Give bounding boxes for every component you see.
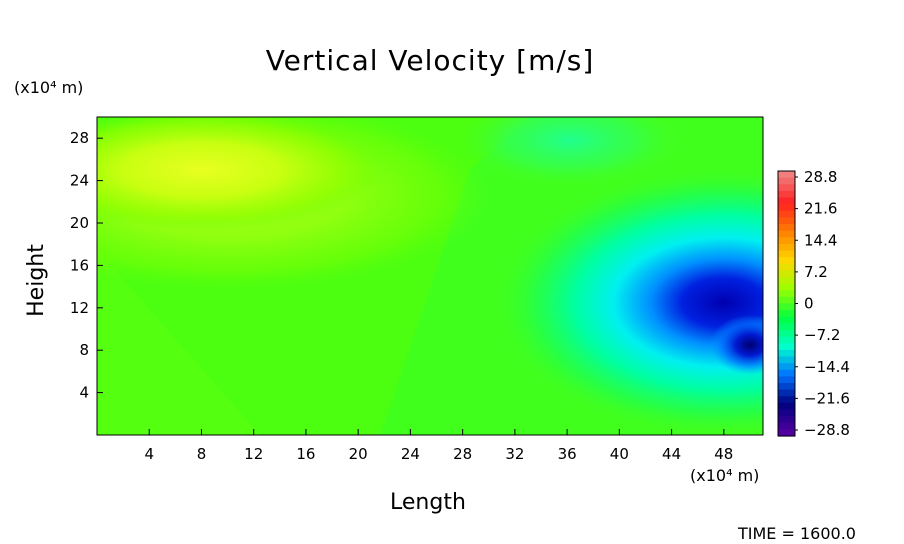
y-tick-label: 20 bbox=[70, 214, 89, 232]
chart-title: Vertical Velocity [m/s] bbox=[265, 44, 595, 77]
y-tick-label: 16 bbox=[70, 256, 89, 274]
colorbar-label: 28.8 bbox=[804, 168, 837, 186]
y-axis-unit: (x10⁴ m) bbox=[14, 78, 84, 97]
feature-min bbox=[493, 167, 763, 435]
colorbar-swatch bbox=[778, 190, 795, 199]
x-tick-label: 44 bbox=[662, 445, 681, 463]
colorbar-label: 21.6 bbox=[804, 200, 837, 218]
colorbar-label: 7.2 bbox=[804, 263, 828, 281]
x-tick-label: 28 bbox=[453, 445, 472, 463]
colorbar-label: 0 bbox=[804, 295, 814, 313]
colorbar-label: 14.4 bbox=[804, 231, 837, 249]
x-tick-label: 4 bbox=[144, 445, 154, 463]
x-tick-label: 40 bbox=[610, 445, 629, 463]
colorbar-swatch bbox=[778, 217, 795, 225]
x-axis-unit: (x10⁴ m) bbox=[690, 466, 760, 485]
colorbar-label: −14.4 bbox=[804, 358, 850, 376]
colorbar-swatch bbox=[778, 343, 795, 351]
colorbar-swatch bbox=[778, 230, 795, 238]
colorbar-swatch bbox=[778, 296, 795, 305]
x-axis-label: Length bbox=[390, 490, 466, 515]
x-tick-label: 32 bbox=[505, 445, 524, 463]
feature-min-secondary bbox=[709, 314, 763, 375]
colorbar-swatch bbox=[778, 369, 795, 377]
field-layer bbox=[97, 117, 763, 435]
colorbar-swatch bbox=[778, 409, 795, 417]
colorbar-swatch bbox=[778, 336, 795, 344]
y-tick-label: 8 bbox=[79, 341, 89, 359]
colorbar-swatch bbox=[778, 349, 795, 358]
y-tick-label: 12 bbox=[70, 299, 89, 317]
plot-frame bbox=[96, 116, 764, 436]
colorbar-swatch bbox=[778, 422, 795, 430]
colorbar-swatch bbox=[778, 250, 795, 258]
feature-max bbox=[97, 117, 382, 230]
colorbar-label: −21.6 bbox=[804, 389, 850, 407]
colorbar-swatch bbox=[778, 177, 795, 185]
colorbar-swatch bbox=[778, 396, 795, 404]
colorbar-swatch bbox=[778, 263, 795, 271]
colorbar-swatch bbox=[778, 323, 795, 331]
colorbar-label: −28.8 bbox=[804, 421, 850, 439]
x-tick-label: 24 bbox=[401, 445, 420, 463]
colorbar-swatch bbox=[778, 376, 795, 384]
y-ticks: 4 8 12 16 20 24 28 bbox=[70, 129, 103, 402]
colorbar-swatch bbox=[778, 389, 795, 397]
colorbar-swatch bbox=[778, 237, 795, 245]
colorbar-swatch bbox=[778, 429, 795, 437]
colorbar-swatch bbox=[778, 363, 795, 371]
colorbar-swatch bbox=[778, 356, 795, 364]
colorbar-swatch bbox=[778, 330, 795, 338]
x-tick-label: 36 bbox=[558, 445, 577, 463]
x-tick-label: 20 bbox=[349, 445, 368, 463]
colorbar-swatch bbox=[778, 204, 795, 212]
colorbar-swatch bbox=[778, 383, 795, 391]
colorbar-swatch bbox=[778, 210, 795, 218]
colorbar-swatch bbox=[778, 224, 795, 232]
colorbar-swatch bbox=[778, 416, 795, 424]
time-label: TIME = 1600.0 bbox=[738, 524, 856, 543]
colorbar-swatch bbox=[778, 402, 795, 411]
y-tick-label: 28 bbox=[70, 129, 89, 147]
x-tick-label: 16 bbox=[296, 445, 315, 463]
colorbar-swatch bbox=[778, 270, 795, 278]
colorbar-swatch bbox=[778, 310, 795, 318]
colorbar: 28.8 21.6 14.4 7.2 0 −7.2 −14.4 −21.6 −28.8 bbox=[777, 168, 850, 439]
x-tick-label: 48 bbox=[714, 445, 733, 463]
colorbar-swatch bbox=[778, 184, 795, 192]
colorbar-swatch bbox=[778, 277, 795, 285]
colorbar-swatch bbox=[778, 257, 795, 265]
colorbar-swatch bbox=[778, 197, 795, 205]
colorbar-swatch bbox=[778, 316, 795, 324]
colorbar-swatch bbox=[778, 303, 795, 311]
y-tick-label: 4 bbox=[79, 384, 89, 402]
x-ticks: 4 8 12 16 20 24 28 32 36 40 44 48 bbox=[144, 429, 733, 463]
colorbar-label: −7.2 bbox=[804, 326, 840, 344]
x-tick-label: 8 bbox=[197, 445, 207, 463]
colorbar-swatch bbox=[778, 283, 795, 291]
colorbar-swatch bbox=[778, 171, 795, 179]
field-upper-right-low bbox=[460, 117, 680, 185]
y-tick-label: 24 bbox=[70, 172, 89, 190]
field-band-lower-left bbox=[97, 250, 260, 435]
x-tick-label: 12 bbox=[244, 445, 263, 463]
colorbar-swatch bbox=[778, 243, 795, 252]
colorbar-swatch bbox=[778, 290, 795, 298]
